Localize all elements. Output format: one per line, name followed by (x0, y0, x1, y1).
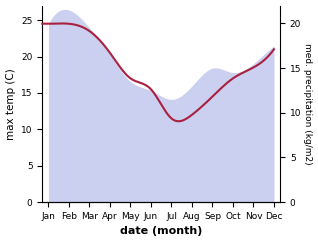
X-axis label: date (month): date (month) (120, 227, 203, 236)
Y-axis label: med. precipitation (kg/m2): med. precipitation (kg/m2) (303, 43, 313, 165)
Y-axis label: max temp (C): max temp (C) (5, 68, 16, 140)
